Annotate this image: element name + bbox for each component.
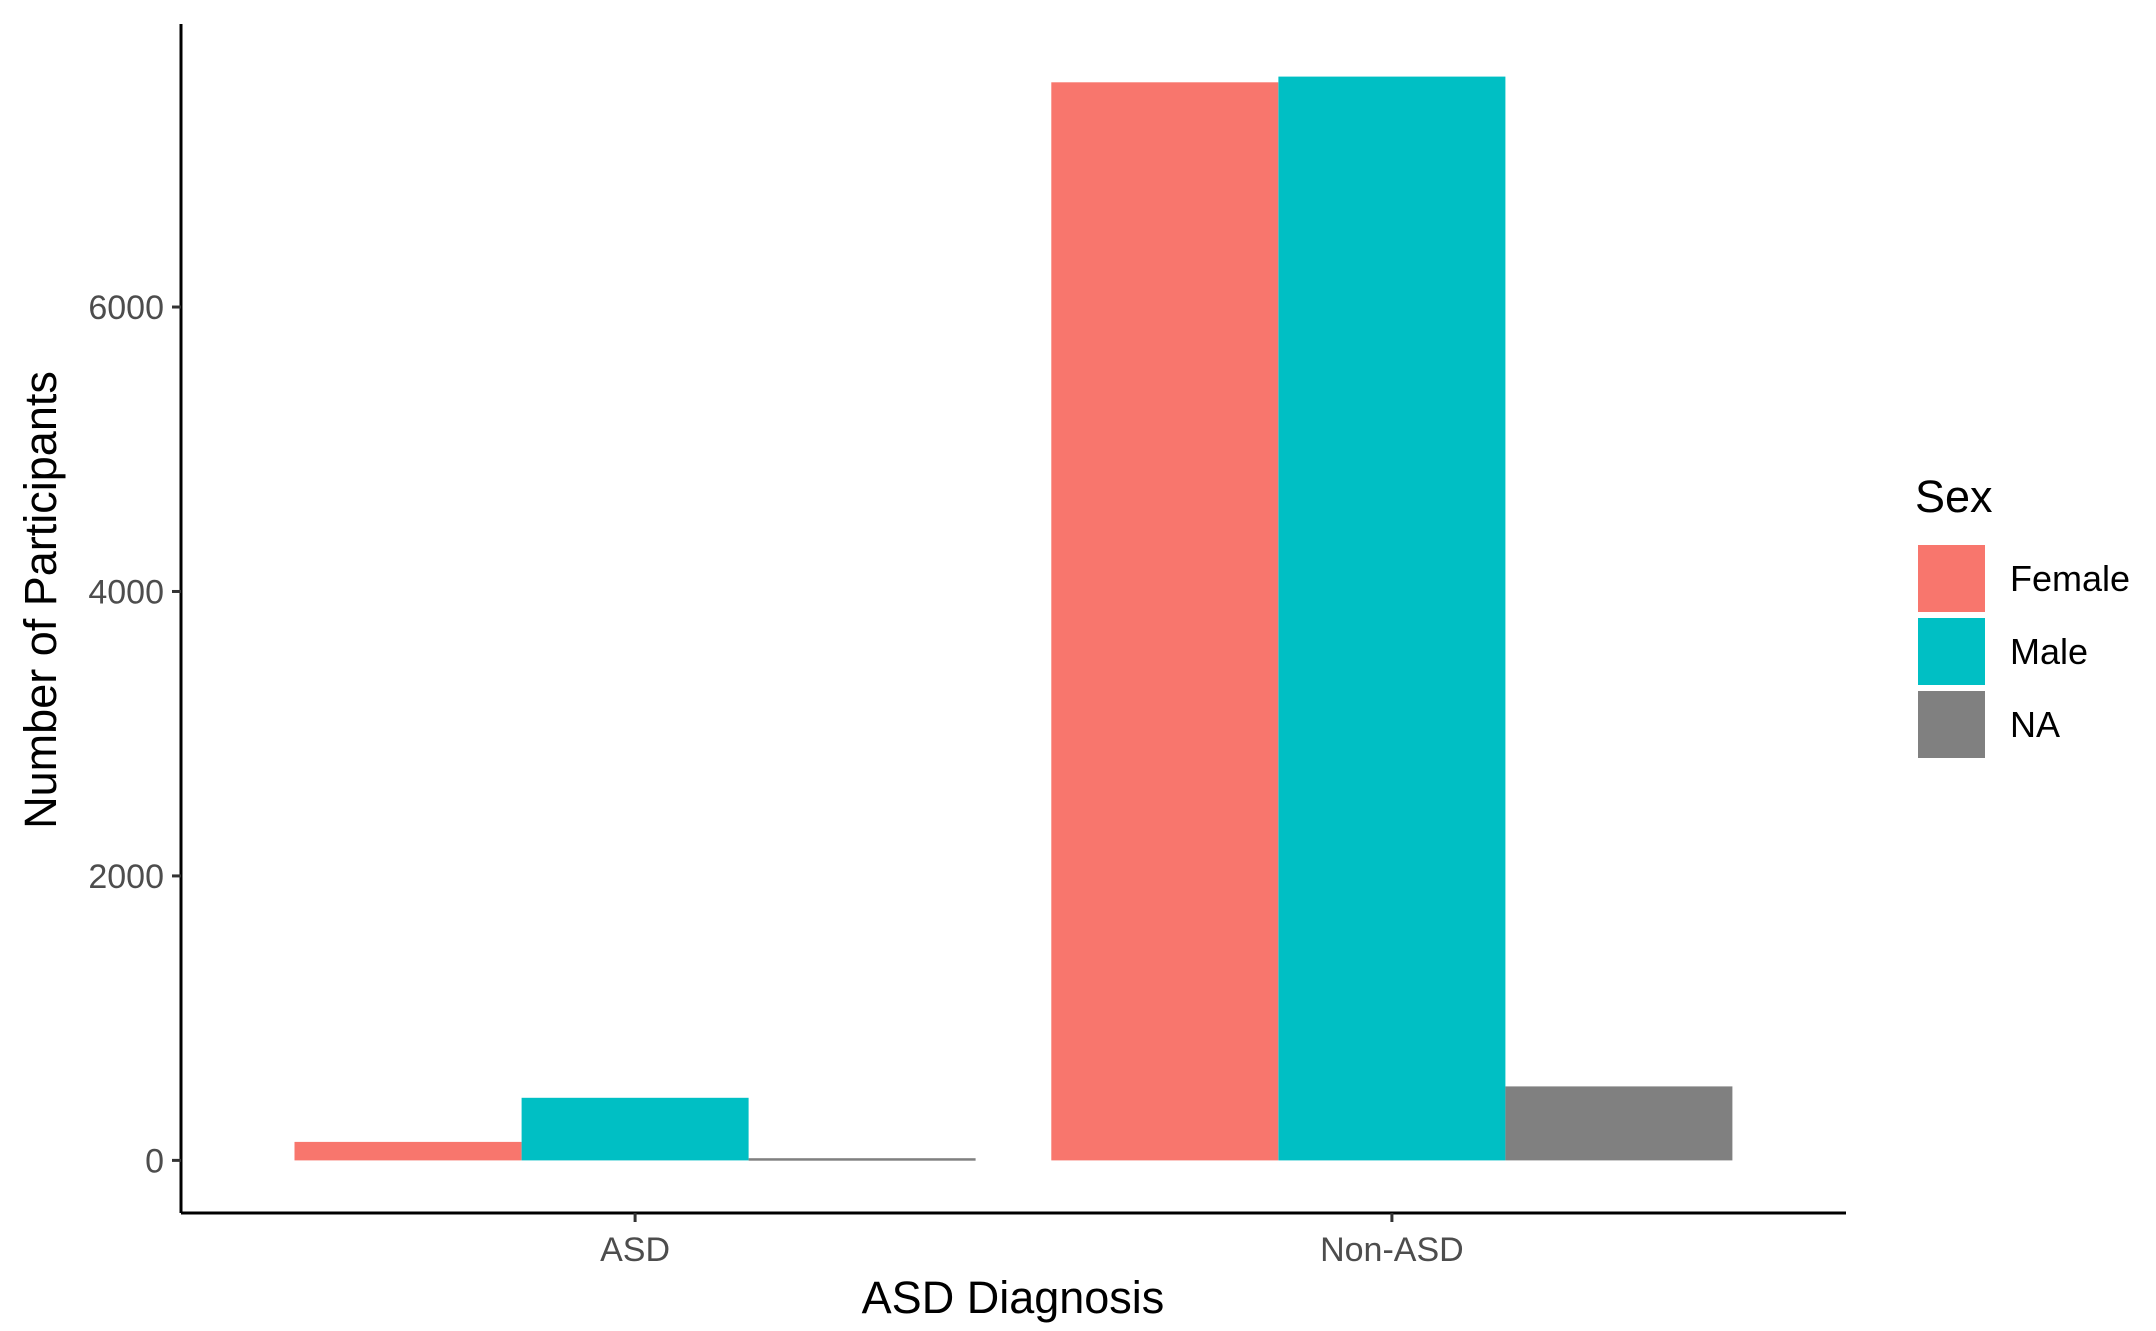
legend-label-na: NA (2010, 704, 2060, 745)
x-ticks: ASD Non-ASD (600, 1213, 1464, 1269)
x-tick-label: Non-ASD (1320, 1231, 1464, 1269)
y-tick-label: 6000 (88, 289, 164, 327)
bar-female-non-asd (1051, 82, 1279, 1161)
legend-swatch-male (1918, 618, 1985, 685)
legend-swatch-female (1918, 545, 1985, 612)
y-tick-label: 0 (145, 1142, 164, 1180)
x-axis-title: ASD Diagnosis (862, 1272, 1165, 1323)
x-tick-label: ASD (600, 1231, 670, 1269)
y-tick-label: 4000 (88, 573, 164, 611)
bar-male-asd (521, 1097, 749, 1161)
bar-na-asd (748, 1158, 976, 1161)
y-axis-title: Number of Participants (15, 371, 66, 829)
axes-layer (179, 24, 1846, 1215)
bar-female-asd (294, 1141, 522, 1161)
bars-layer (294, 76, 1733, 1161)
legend-title: Sex (1915, 471, 1993, 522)
bar-na-non-asd (1505, 1086, 1733, 1161)
y-tick-label: 2000 (88, 858, 164, 896)
legend-swatch-na (1918, 691, 1985, 758)
legend: Sex Female Male NA (1915, 471, 2130, 758)
bar-male-non-asd (1278, 76, 1506, 1161)
y-ticks: 0 2000 4000 6000 (88, 289, 181, 1180)
legend-label-female: Female (2010, 558, 2130, 599)
legend-label-male: Male (2010, 631, 2088, 672)
